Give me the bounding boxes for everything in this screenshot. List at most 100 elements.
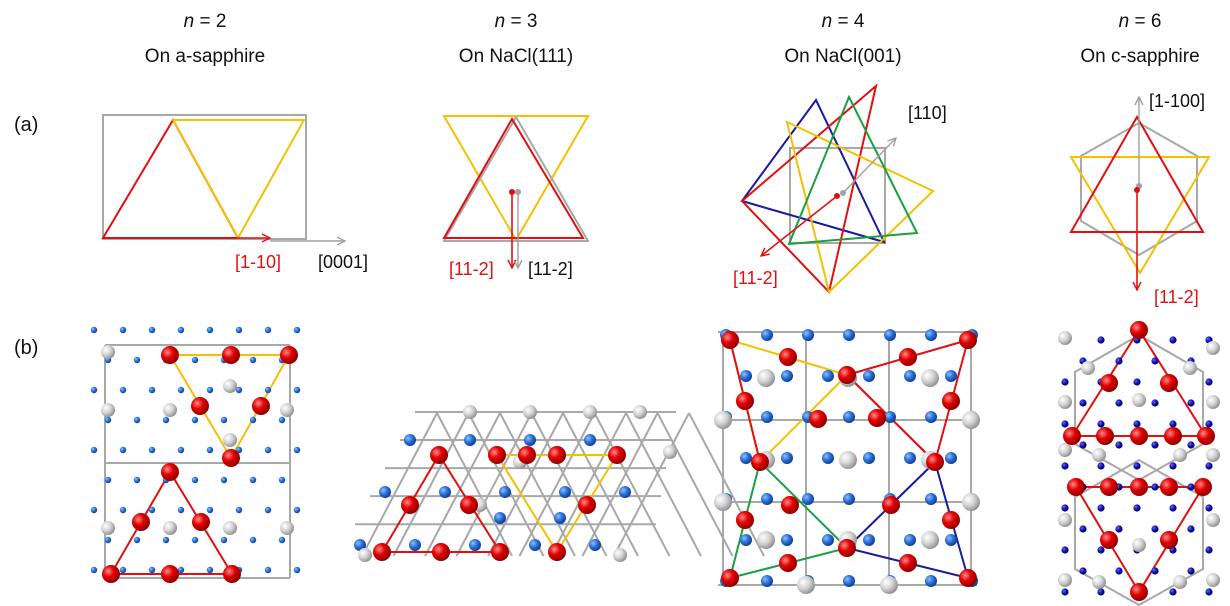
host-atom	[714, 493, 732, 511]
host-atom	[1058, 395, 1072, 409]
substrate-atom	[1151, 441, 1159, 449]
oxygen-atom	[1160, 374, 1178, 392]
substrate-atom	[945, 370, 957, 382]
substrate-atom	[119, 386, 127, 394]
oxygen-atom	[432, 543, 450, 561]
substrate-atom	[1151, 483, 1159, 491]
substrate-atom	[1061, 378, 1069, 386]
oxygen-atom	[491, 543, 509, 561]
substrate-atom	[863, 452, 875, 464]
n-label: n = 2	[184, 11, 227, 32]
atomic-model-nacl-001	[714, 329, 980, 594]
substrate-atom	[90, 566, 98, 574]
host-atom	[101, 521, 115, 535]
column-header-3: n = 4 On NaCl(001)	[784, 11, 901, 67]
substrate-atom	[1187, 567, 1195, 575]
oxygen-atom	[882, 496, 900, 514]
substrate-atom	[133, 416, 141, 424]
substrate-atom	[293, 326, 301, 334]
row-label-a: (a)	[14, 114, 38, 136]
substrate-atom	[119, 326, 127, 334]
host-atom	[962, 411, 980, 429]
substrate-atom	[264, 326, 272, 334]
oxygen-atom	[1164, 427, 1182, 445]
substrate-atom	[191, 356, 199, 364]
red-triangle	[442, 117, 585, 239]
oxygen-atom	[1160, 478, 1178, 496]
lattice-line	[424, 412, 501, 557]
host-atom	[839, 451, 857, 469]
n-label: n = 4	[822, 11, 865, 32]
substrate-atom	[354, 539, 366, 551]
substrate-atom	[235, 326, 243, 334]
oxygen-atom	[942, 511, 960, 529]
host-atom	[223, 433, 237, 447]
substrate-atom	[925, 575, 937, 587]
substrate-atom	[249, 476, 257, 484]
oxygen-atom	[161, 463, 179, 481]
substrate-atom	[494, 512, 506, 524]
host-atom	[1173, 448, 1187, 462]
substrate-atom	[264, 506, 272, 514]
host-atom	[1132, 538, 1146, 552]
atomic-model-a-sapphire	[90, 326, 301, 583]
substrate-atom	[1151, 525, 1159, 533]
substrate-atom	[822, 370, 834, 382]
substrate-atom	[863, 534, 875, 546]
host-atom	[757, 531, 775, 549]
oxygen-atom	[518, 446, 536, 464]
host-atom	[1183, 361, 1197, 375]
red-direction-label: [1-10]	[235, 252, 281, 272]
substrate-atom	[278, 416, 286, 424]
oxygen-atom	[548, 543, 566, 561]
oxygen-atom	[959, 569, 977, 587]
oxygen-atom	[1063, 427, 1081, 445]
lattice-line	[499, 412, 576, 557]
host-atom	[1081, 361, 1095, 375]
schematic-nacl-111: [11-2] [11-2]	[442, 115, 590, 279]
substrate-label: On a-sapphire	[145, 46, 265, 67]
substrate-atom	[206, 326, 214, 334]
column-header-2: n = 3 On NaCl(111)	[459, 11, 573, 67]
substrate-atom	[293, 506, 301, 514]
substrate-atom	[1133, 462, 1141, 470]
substrate-atom	[584, 434, 596, 446]
substrate-atom	[1205, 546, 1213, 554]
substrate-atom	[162, 536, 170, 544]
host-atom	[1206, 341, 1220, 355]
oxygen-atom	[488, 446, 506, 464]
gray-direction-label: [1-100]	[1149, 91, 1205, 111]
substrate-atom	[1115, 525, 1123, 533]
host-atom	[1092, 448, 1106, 462]
substrate-atom	[148, 566, 156, 574]
substrate-atom	[104, 536, 112, 544]
oxygen-atom	[401, 496, 419, 514]
substrate-atom	[529, 539, 541, 551]
oxygen-atom	[102, 565, 120, 583]
host-atom	[280, 521, 294, 535]
substrate-atom	[469, 539, 481, 551]
substrate-atom	[1079, 399, 1087, 407]
oxygen-atom	[926, 453, 944, 471]
substrate-atom	[761, 493, 773, 505]
oxygen-atom	[721, 569, 739, 587]
lattice-line	[688, 412, 765, 557]
substrate-atom	[409, 539, 421, 551]
oxygen-atom	[161, 346, 179, 364]
host-atom	[163, 403, 177, 417]
substrate-atom	[1187, 483, 1195, 491]
lattice-line	[613, 412, 690, 557]
substrate-atom	[781, 370, 793, 382]
substrate-atom	[1097, 546, 1105, 554]
substrate-atom	[119, 506, 127, 514]
oxygen-atom	[223, 565, 241, 583]
lattice-line	[550, 412, 627, 557]
oxygen-atom	[899, 348, 917, 366]
host-atom	[358, 548, 372, 562]
host-atom	[921, 531, 939, 549]
red-triangle	[740, 83, 878, 295]
substrate-atom	[464, 434, 476, 446]
substrate-atom	[206, 446, 214, 454]
substrate-atom	[1205, 504, 1213, 512]
substrate-atom	[1079, 567, 1087, 575]
